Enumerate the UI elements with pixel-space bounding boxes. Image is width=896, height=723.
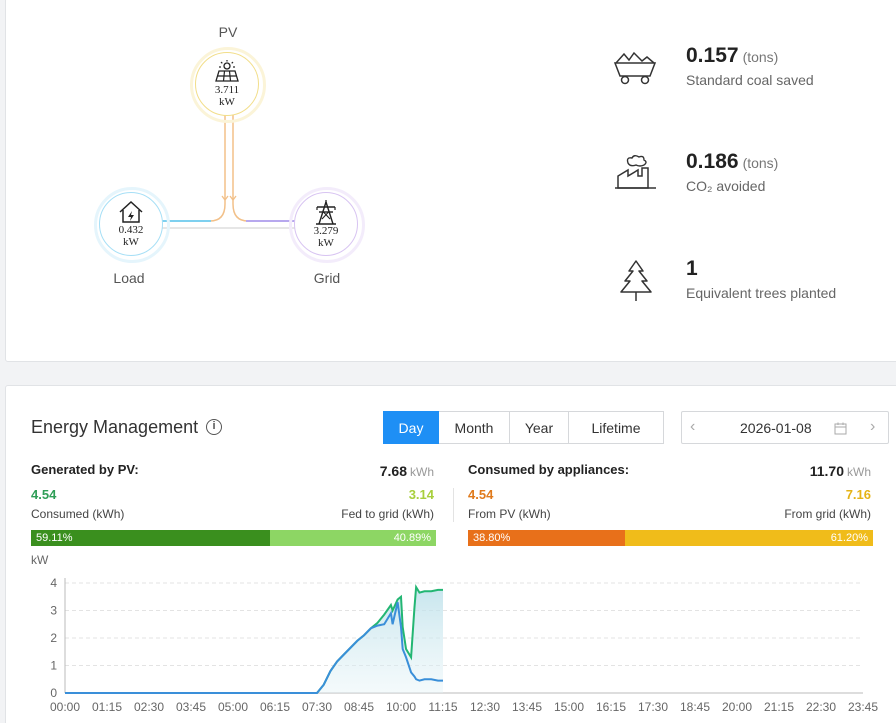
consumption-split-bar: 38.80% 61.20% <box>468 530 873 546</box>
x-tick-label: 22:30 <box>806 700 836 714</box>
x-tick-label: 01:15 <box>92 700 122 714</box>
y-tick-label: 4 <box>50 576 57 590</box>
x-tick-label: 23:45 <box>848 700 878 714</box>
tab-year[interactable]: Year <box>510 411 569 444</box>
x-tick-label: 06:15 <box>260 700 290 714</box>
from-pv-value: 4.54 <box>468 487 494 502</box>
x-tick-label: 18:45 <box>680 700 710 714</box>
factory-icon <box>615 155 656 189</box>
pylon-icon <box>316 200 336 225</box>
y-axis-unit: kW <box>31 553 49 567</box>
series-line-load <box>65 602 443 694</box>
consumption-total: 11.70 kWh <box>809 463 871 479</box>
fed-to-grid-label: Fed to grid (kWh) <box>341 507 434 521</box>
coal-cart-icon <box>613 51 657 85</box>
x-tick-label: 15:00 <box>554 700 584 714</box>
load-label: Load <box>113 270 145 286</box>
x-tick-label: 16:15 <box>596 700 626 714</box>
load-power-unit: kW <box>123 236 139 248</box>
tree-icon <box>620 260 652 301</box>
grid-node[interactable]: 3.279 kW <box>289 187 365 263</box>
from-grid-value: 7.16 <box>845 487 871 502</box>
coal-saved-value: 0.157 (tons) <box>686 44 779 67</box>
y-tick-label: 1 <box>50 659 57 673</box>
from-grid-label: From grid (kWh) <box>784 507 871 521</box>
date-value: 2026-01-08 <box>740 420 812 436</box>
x-tick-label: 13:45 <box>512 700 542 714</box>
solar-panel-icon <box>215 60 239 82</box>
power-chart[interactable]: kW 0 1 2 3 4 00:00 01:15 02:30 03:45 05:00 06:15 07:… <box>6 546 896 723</box>
co2-avoided-value: 0.186 (tons) <box>686 150 779 173</box>
date-picker[interactable]: ‹ 2026-01-08 › <box>681 411 889 444</box>
consumption-label: Consumed by appliances: <box>468 462 630 477</box>
power-flow-card: PV 3.711 kW 0.432 kW Load <box>5 0 896 362</box>
x-tick-label: 02:30 <box>134 700 164 714</box>
from-grid-pct-segment: 61.20% <box>625 530 873 546</box>
load-power-value: 0.432 <box>118 224 144 236</box>
x-tick-label: 12:30 <box>470 700 500 714</box>
fed-pct-segment: 40.89% <box>270 530 436 546</box>
from-pv-label: From PV (kWh) <box>468 507 551 521</box>
from-pv-pct-segment: 38.80% <box>468 530 626 546</box>
info-icon[interactable]: i <box>206 419 222 435</box>
grid-power-value: 3.279 <box>313 225 339 237</box>
x-tick-label: 17:30 <box>638 700 668 714</box>
calendar-icon[interactable] <box>834 422 847 435</box>
tab-day[interactable]: Day <box>383 411 439 444</box>
x-tick-label: 07:30 <box>302 700 332 714</box>
fed-to-grid-value: 3.14 <box>408 487 434 502</box>
y-tick-label: 0 <box>50 686 57 700</box>
trees-planted-label: Equivalent trees planted <box>686 285 837 301</box>
energy-management-card: Energy Management i Day Month Year Lifet… <box>5 385 896 723</box>
generated-total: 7.68 kWh <box>379 463 434 479</box>
x-tick-label: 05:00 <box>218 700 248 714</box>
energy-title: Energy Management <box>31 417 199 437</box>
consumed-value: 4.54 <box>31 487 57 502</box>
period-tabs: Day Month Year Lifetime <box>383 411 664 444</box>
x-tick-label: 00:00 <box>50 700 80 714</box>
y-tick-label: 3 <box>50 604 57 618</box>
consumed-pct-segment: 59.11% <box>31 530 271 546</box>
x-tick-label: 20:00 <box>722 700 752 714</box>
house-icon <box>119 200 143 223</box>
next-date-icon[interactable]: › <box>870 418 876 435</box>
generated-label: Generated by PV: <box>31 462 139 477</box>
prev-date-icon[interactable]: ‹ <box>690 418 696 435</box>
x-tick-label: 11:15 <box>428 700 457 714</box>
pv-power-unit: kW <box>219 96 235 108</box>
consumed-label: Consumed (kWh) <box>31 507 125 521</box>
generated-split-bar: 59.11% 40.89% <box>31 530 436 546</box>
grid-label: Grid <box>313 270 341 286</box>
coal-saved-label: Standard coal saved <box>686 72 814 88</box>
load-node[interactable]: 0.432 kW <box>94 187 170 263</box>
grid-power-unit: kW <box>318 237 334 249</box>
tab-month[interactable]: Month <box>439 411 510 444</box>
co2-avoided-label: CO₂ avoided <box>686 178 766 194</box>
summary-divider <box>453 488 454 522</box>
x-tick-label: 21:15 <box>764 700 794 714</box>
x-tick-label: 10:00 <box>386 700 416 714</box>
flow-lines <box>161 114 296 229</box>
x-tick-label: 08:45 <box>344 700 374 714</box>
pv-power-value: 3.711 <box>214 84 240 96</box>
y-tick-label: 2 <box>50 631 57 645</box>
x-tick-label: 03:45 <box>176 700 206 714</box>
tab-lifetime[interactable]: Lifetime <box>569 411 664 444</box>
trees-planted-value: 1 <box>686 257 698 280</box>
pv-node[interactable]: 3.711 kW <box>190 47 266 123</box>
pv-label: PV <box>218 24 238 40</box>
series-area <box>65 587 443 693</box>
